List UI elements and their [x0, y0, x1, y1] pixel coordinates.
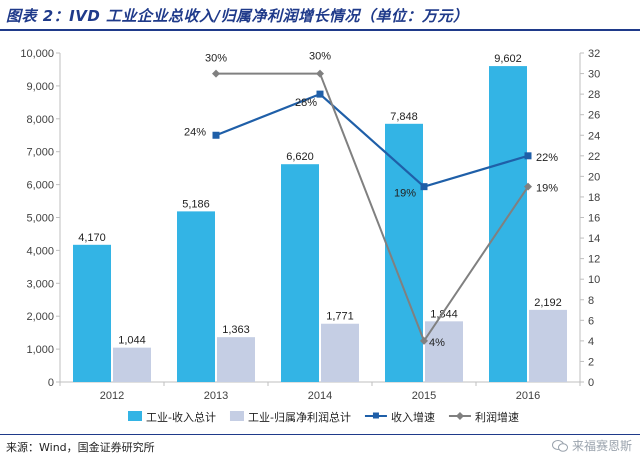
legend-profit-swatch [229, 411, 244, 421]
revenue-bar [489, 66, 527, 382]
revenue-bar [385, 123, 423, 383]
right-axis-tick-label: 32 [588, 48, 600, 60]
watermark-text: 来福赛恩斯 [571, 439, 632, 453]
profit-bar [217, 337, 255, 382]
right-axis-tick-label: 24 [588, 130, 600, 142]
right-axis-tick-label: 22 [588, 151, 600, 163]
revenue-bar-label: 7,848 [390, 111, 418, 123]
right-axis-tick-label: 20 [588, 171, 600, 183]
revenue-growth-label: 28% [295, 97, 317, 109]
right-axis-tick-label: 18 [588, 192, 600, 204]
profit-bar-label: 1,844 [430, 308, 458, 320]
profit-growth-point [212, 69, 220, 78]
legend-profit-growth-marker [455, 412, 464, 420]
profit-growth-label: 30% [309, 51, 331, 63]
profit-bar-label: 1,363 [222, 324, 250, 336]
profit-bar [321, 323, 359, 382]
revenue-bar-label: 6,620 [286, 151, 314, 163]
left-axis-tick-label: 2,000 [26, 311, 54, 323]
legend-revenue-swatch [128, 411, 142, 421]
chart: 0 1,000 2,000 3,000 4,000 5,000 6,000 7,000 8,00… [20, 48, 600, 424]
right-axis-tick-label: 28 [588, 89, 600, 101]
profit-growth-point [316, 69, 324, 78]
profit-bar [529, 309, 567, 382]
source-note: 来源：Wind，国金证券研究所 [6, 441, 155, 454]
left-axis-tick-label: 8,000 [26, 114, 54, 126]
footer-divider [0, 434, 640, 435]
profit-growth-label: 30% [205, 53, 227, 65]
x-axis-tick-label: 2016 [516, 390, 540, 402]
profit-growth-label: 19% [536, 183, 558, 195]
profit-bar [113, 347, 151, 382]
revenue-growth-point [420, 183, 428, 191]
x-axis-tick-label: 2015 [412, 390, 436, 402]
legend-revenue-growth-label: 收入增速 [391, 410, 435, 424]
legend-profit-growth-label: 利润增速 [475, 410, 519, 424]
revenue-bar [281, 164, 319, 382]
revenue-growth-point [212, 131, 220, 139]
left-axis-tick-label: 5,000 [26, 213, 54, 225]
profit-growth-line [216, 72, 529, 344]
watermark: 来福赛恩斯 [551, 437, 632, 454]
left-axis-tick-label: 3,000 [26, 278, 54, 290]
revenue-growth-point [524, 152, 532, 160]
right-axis-tick-label: 2 [588, 356, 594, 368]
right-axis-tick-label: 10 [588, 274, 600, 286]
profit-bar-label: 2,192 [534, 297, 562, 309]
x-axis-tick-label: 2012 [100, 390, 124, 402]
x-axis-tick-label: 2013 [204, 390, 228, 402]
profit-growth-point [420, 336, 428, 345]
profit-bar-label: 1,044 [118, 335, 146, 347]
right-axis-tick-label: 8 [588, 295, 594, 307]
right-axis-tick-label: 0 [588, 377, 594, 389]
profit-growth-point [524, 182, 532, 191]
revenue-bar-label: 9,602 [494, 53, 522, 65]
left-axis-tick-label: 10,000 [20, 48, 54, 60]
right-axis-tick-label: 26 [588, 110, 600, 122]
x-axis-tick-label: 2014 [308, 390, 332, 402]
revenue-bar [177, 211, 215, 382]
revenue-growth-line [215, 92, 529, 188]
left-axis-tick-label: 7,000 [26, 147, 54, 159]
left-axis-tick-label: 6,000 [26, 180, 54, 192]
left-axis-tick-label: 0 [48, 377, 54, 389]
right-axis-tick-label: 12 [588, 254, 600, 266]
legend-revenue-growth-marker [372, 412, 379, 419]
left-axis-tick-label: 9,000 [26, 81, 54, 93]
revenue-bar-label: 5,186 [182, 198, 210, 210]
revenue-growth-label: 19% [394, 188, 416, 200]
revenue-growth-point [316, 90, 324, 98]
legend-profit-label: 工业-归属净利润总计 [248, 410, 351, 424]
revenue-growth-label: 22% [536, 152, 558, 164]
chart-title: 图表 2：IVD 工业企业总收入/归属净利润增长情况（单位：万元） [6, 7, 469, 25]
right-axis-tick-label: 6 [588, 315, 594, 327]
right-axis-tick-label: 14 [588, 233, 600, 245]
left-axis-tick-label: 1,000 [26, 344, 54, 356]
title-bar: 图表 2：IVD 工业企业总收入/归属净利润增长情况（单位：万元） [0, 0, 640, 31]
revenue-bar-label: 4,170 [78, 232, 106, 244]
right-axis-tick-label: 16 [588, 213, 600, 225]
profit-bar-label: 1,771 [326, 311, 354, 323]
revenue-growth-label: 24% [184, 126, 206, 138]
title-divider [0, 29, 640, 31]
right-axis-tick-label: 4 [588, 336, 594, 348]
wechat-icon [551, 439, 568, 452]
right-axis-tick-label: 30 [588, 69, 600, 81]
legend-revenue-label: 工业-收入总计 [146, 410, 216, 424]
profit-growth-label: 4% [429, 337, 445, 349]
left-axis-tick-label: 4,000 [26, 245, 54, 257]
revenue-bar [73, 244, 111, 382]
